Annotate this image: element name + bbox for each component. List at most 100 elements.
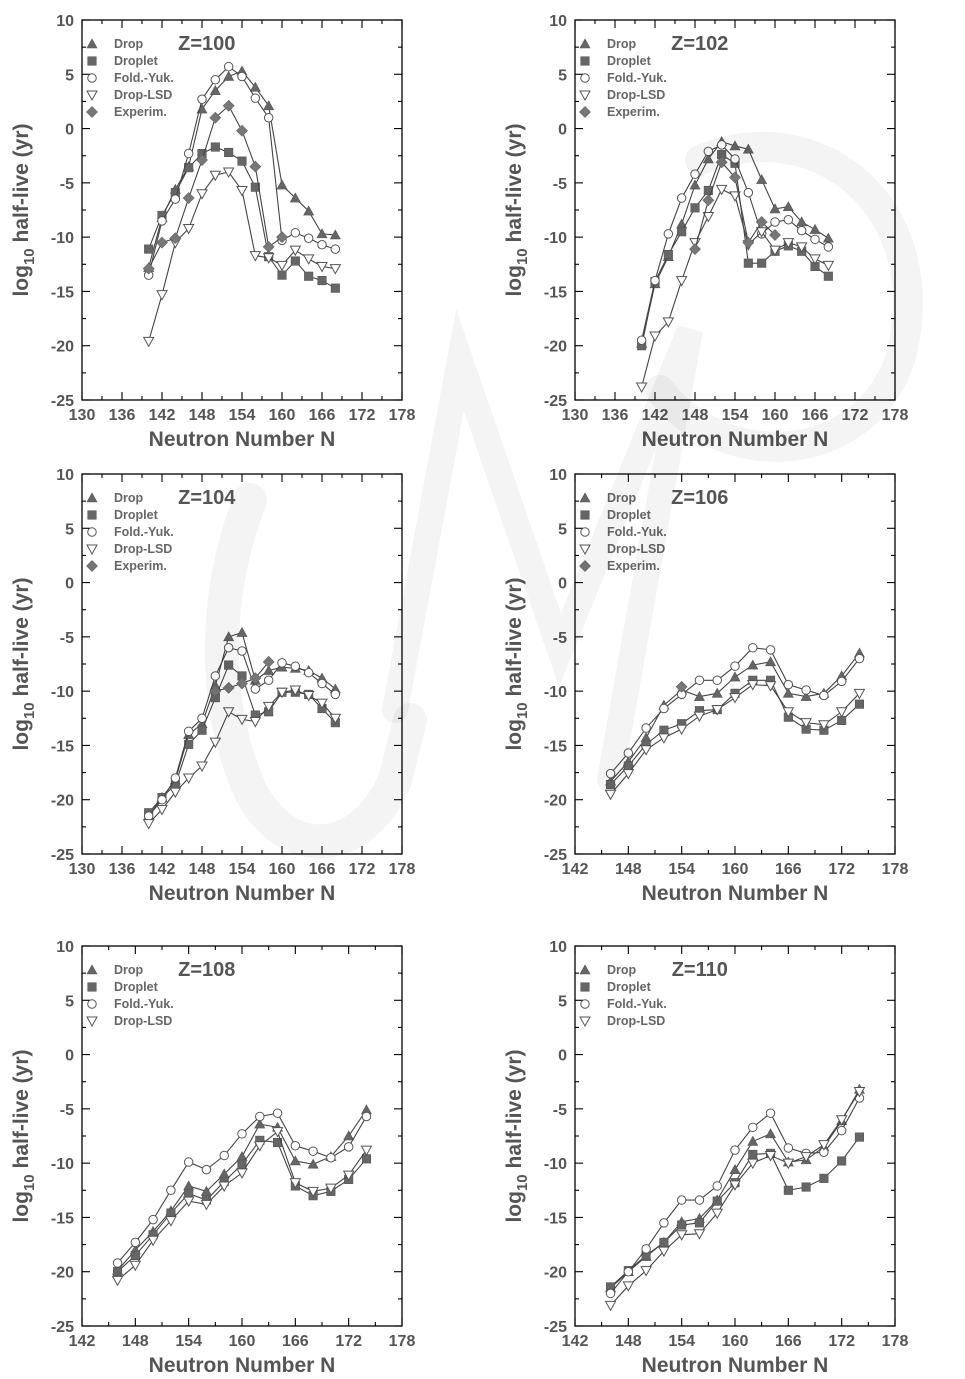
data-point xyxy=(196,761,208,773)
legend-label: Droplet xyxy=(607,980,652,994)
y-axis-label: log10 half-live (yr) xyxy=(503,577,531,750)
y-axis-label: log10 half-live (yr) xyxy=(503,123,531,296)
data-point xyxy=(223,642,234,653)
data-point xyxy=(659,1237,669,1247)
series-fold-yuk xyxy=(143,642,341,821)
data-point xyxy=(249,81,261,92)
data-point xyxy=(712,1196,722,1206)
x-tick-label: 178 xyxy=(389,1333,416,1350)
data-point xyxy=(809,254,821,265)
data-point xyxy=(290,661,301,671)
data-point xyxy=(343,1130,355,1141)
y-tick-label: 0 xyxy=(558,122,567,139)
data-point xyxy=(649,331,661,342)
data-point xyxy=(782,687,794,698)
data-point xyxy=(271,1127,284,1138)
data-point xyxy=(183,726,194,737)
data-point xyxy=(694,1195,705,1205)
y-tick-label: -5 xyxy=(60,1102,74,1119)
series-experim xyxy=(675,680,688,693)
data-point xyxy=(689,179,701,190)
data-point xyxy=(836,676,847,687)
data-point xyxy=(730,1145,740,1155)
legend-marker xyxy=(580,73,590,83)
y-tick-label: -10 xyxy=(51,230,74,247)
data-point xyxy=(170,194,181,204)
data-point xyxy=(249,160,262,173)
data-point xyxy=(622,1281,635,1292)
series-fold-yuk xyxy=(143,61,341,280)
data-point xyxy=(823,242,834,252)
y-tick-label: -15 xyxy=(544,1210,567,1227)
y-tick-label: -10 xyxy=(544,1156,567,1173)
legend-marker xyxy=(87,999,97,1009)
x-axis-label: Neutron Number N xyxy=(642,882,829,905)
y-tick-label: -5 xyxy=(553,630,567,647)
data-point xyxy=(712,1181,722,1191)
data-point xyxy=(675,276,688,287)
y-axis-label: log10 half-live (yr) xyxy=(503,1049,531,1222)
data-point xyxy=(662,317,675,328)
y-tick-label: -25 xyxy=(51,393,74,410)
legend-label: Drop-LSD xyxy=(114,542,172,556)
chart-panel: 142 148 154 160 166 172 178 10 5 0 -5 -10 -15 -20 -25 N… xyxy=(503,467,908,905)
data-point xyxy=(169,232,182,245)
data-point xyxy=(853,688,866,700)
data-point xyxy=(694,1218,704,1228)
data-point xyxy=(166,1185,176,1196)
legend-label: Drop xyxy=(114,963,144,977)
data-point xyxy=(769,203,781,214)
data-point xyxy=(641,1244,651,1254)
x-tick-label: 148 xyxy=(682,407,709,424)
legend-label: Fold.-Yuk. xyxy=(607,525,667,539)
legend-marker xyxy=(579,90,591,102)
data-point xyxy=(130,1237,141,1248)
data-point xyxy=(290,256,300,266)
data-point xyxy=(330,244,341,254)
legend-label: Experim. xyxy=(607,105,660,119)
x-tick-label: 166 xyxy=(802,407,829,424)
data-point xyxy=(329,229,341,240)
x-tick-label: 148 xyxy=(122,1333,149,1350)
data-point xyxy=(289,245,302,257)
x-tick-label: 166 xyxy=(775,1333,802,1350)
data-point xyxy=(325,1183,337,1195)
x-tick-label: 166 xyxy=(282,1333,309,1350)
data-point xyxy=(157,216,167,226)
data-point xyxy=(835,707,848,718)
data-point xyxy=(689,243,701,256)
data-point xyxy=(304,271,314,281)
data-point xyxy=(743,258,753,268)
data-point xyxy=(711,1208,724,1220)
data-point xyxy=(249,717,262,728)
data-point xyxy=(209,170,222,182)
x-tick-label: 160 xyxy=(269,861,296,878)
data-point xyxy=(236,626,248,637)
chart-panel: 130 136 142 148 154 160 166 172 178 10 5 0 -5 -10 -15 -… xyxy=(10,467,415,905)
data-point xyxy=(329,264,342,275)
series-line xyxy=(148,104,283,269)
legend-label: Drop xyxy=(607,491,637,505)
x-tick-label: 154 xyxy=(668,1333,695,1350)
data-point xyxy=(209,737,222,749)
panel-title: Z=100 xyxy=(178,33,235,55)
data-point xyxy=(156,290,168,301)
data-point xyxy=(277,270,287,280)
panel-title: Z=106 xyxy=(671,487,728,509)
y-tick-label: -15 xyxy=(544,284,567,301)
legend-label: Droplet xyxy=(114,980,159,994)
data-point xyxy=(182,773,195,785)
data-point xyxy=(236,1168,248,1179)
x-tick-label: 142 xyxy=(562,1333,589,1350)
x-tick-label: 142 xyxy=(642,407,669,424)
data-point xyxy=(223,61,234,72)
data-point xyxy=(289,1178,302,1189)
x-axis-label: Neutron Number N xyxy=(642,428,829,451)
series-droplet xyxy=(144,142,340,293)
data-point xyxy=(166,1208,176,1218)
data-point xyxy=(715,156,728,169)
data-point xyxy=(747,1135,759,1146)
data-point xyxy=(249,672,262,685)
data-point xyxy=(769,245,781,257)
data-point xyxy=(289,1155,301,1166)
